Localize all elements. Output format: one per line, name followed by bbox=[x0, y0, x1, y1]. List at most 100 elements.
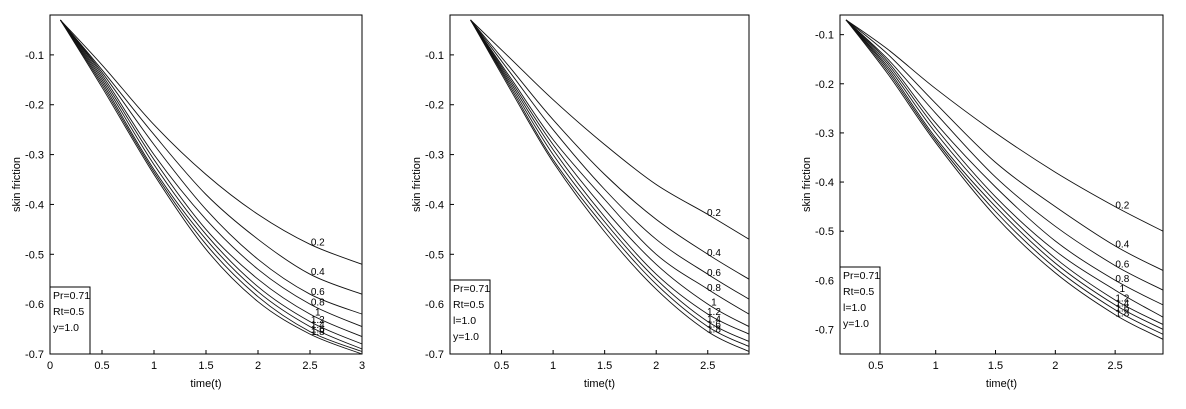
series-line-1.4 bbox=[845, 19, 1164, 330]
x-tick-label: 2.5 bbox=[700, 360, 715, 372]
series-label: 1.4 bbox=[311, 320, 325, 331]
series-line-1.8 bbox=[470, 19, 750, 352]
x-tick-label: 2 bbox=[1052, 360, 1058, 372]
x-tick-label: 0.5 bbox=[94, 360, 109, 372]
series-line-1.6 bbox=[470, 19, 750, 347]
series-label: 1.6 bbox=[1115, 303, 1129, 314]
y-tick-label: -0.1 bbox=[25, 50, 44, 62]
series-label: 1 bbox=[711, 298, 717, 309]
series-label: 0.4 bbox=[707, 248, 721, 259]
x-tick-label: 1 bbox=[550, 360, 556, 372]
series-label: 0.2 bbox=[1115, 200, 1129, 211]
legend-entry: Rt=0.5 bbox=[53, 306, 84, 318]
legend-entry: y=1.0 bbox=[843, 318, 869, 330]
y-tick-label: -0.3 bbox=[25, 150, 44, 162]
y-tick-label: -0.6 bbox=[25, 299, 44, 311]
series-label: 0.2 bbox=[707, 208, 721, 219]
x-tick-label: 0.5 bbox=[494, 360, 509, 372]
x-tick-label: 2 bbox=[255, 360, 261, 372]
x-tick-label: 1.5 bbox=[988, 360, 1003, 372]
series-line-0.8 bbox=[845, 19, 1164, 306]
legend-entry: Rt=0.5 bbox=[843, 286, 874, 298]
y-tick-label: -0.3 bbox=[815, 128, 834, 140]
y-tick-label: -0.5 bbox=[815, 226, 834, 238]
chart-panel-2: 0.5 1 1.5 2 2.5 -0.1 -0.2 -0.3 -0.4 -0.5 -0.6 -0.7 t… bbox=[411, 14, 750, 390]
y-tick-label: -0.7 bbox=[425, 349, 444, 361]
x-axis-label: time(t) bbox=[190, 378, 221, 390]
series-label: 1 bbox=[1120, 284, 1126, 295]
series-label: 1.8 bbox=[311, 327, 325, 338]
series-label: 0.6 bbox=[311, 287, 325, 298]
y-tick-label: -0.7 bbox=[25, 349, 44, 361]
series-label: 1.2 bbox=[311, 315, 325, 326]
series-line-0.4 bbox=[60, 19, 363, 295]
legend-box bbox=[839, 266, 881, 355]
legend-entry: Pr=0.71 bbox=[453, 283, 490, 295]
y-tick-label: -0.3 bbox=[425, 150, 444, 162]
series-line-1 bbox=[470, 19, 750, 327]
series-label: 1.4 bbox=[1115, 299, 1129, 310]
series-line-0.6 bbox=[845, 19, 1164, 291]
series-line-1.6 bbox=[60, 19, 363, 352]
series-label: 0.2 bbox=[311, 237, 325, 248]
series-label: 1.6 bbox=[311, 325, 325, 336]
y-axis-label: skin friction bbox=[411, 157, 423, 212]
series-line-1.2 bbox=[470, 19, 750, 335]
series-line-0.6 bbox=[470, 19, 750, 300]
series-label: 1 bbox=[315, 307, 321, 318]
series-line-0.4 bbox=[470, 19, 750, 280]
y-tick-label: -0.7 bbox=[815, 324, 834, 336]
y-axis-label: skin friction bbox=[801, 157, 813, 212]
series-line-0.2 bbox=[845, 19, 1164, 232]
legend-entry: y=1.0 bbox=[53, 322, 79, 334]
legend-entry: y=1.0 bbox=[453, 331, 479, 343]
series-label: 0.4 bbox=[311, 267, 325, 278]
plot-frame bbox=[839, 14, 1164, 355]
y-tick-label: -0.4 bbox=[425, 199, 444, 211]
series-line-1.4 bbox=[60, 19, 363, 350]
y-tick-label: -0.5 bbox=[425, 249, 444, 261]
x-tick-label: 1.5 bbox=[597, 360, 612, 372]
series-label: 0.6 bbox=[1115, 259, 1129, 270]
series-line-0.8 bbox=[470, 19, 750, 315]
legend-entry: l=1.0 bbox=[843, 302, 866, 314]
y-tick-label: -0.4 bbox=[25, 199, 44, 211]
series-line-0.4 bbox=[845, 19, 1164, 271]
series-line-1.8 bbox=[60, 19, 363, 355]
x-tick-label: 2 bbox=[653, 360, 659, 372]
series-label: 0.4 bbox=[1115, 240, 1129, 251]
y-tick-label: -0.2 bbox=[815, 79, 834, 91]
series-label: 1.4 bbox=[707, 315, 721, 326]
series-line-0.8 bbox=[60, 19, 363, 328]
y-tick-label: -0.2 bbox=[25, 100, 44, 112]
series-label: 0.8 bbox=[707, 283, 721, 294]
plot-frame bbox=[449, 14, 750, 355]
series-label: 0.6 bbox=[707, 268, 721, 279]
x-tick-label: 3 bbox=[359, 360, 365, 372]
series-line-1.2 bbox=[845, 19, 1164, 325]
series-line-1.6 bbox=[845, 19, 1164, 335]
x-tick-label: 1 bbox=[933, 360, 939, 372]
y-tick-label: -0.1 bbox=[425, 50, 444, 62]
series-label: 0.8 bbox=[1115, 274, 1129, 285]
x-tick-label: 1.5 bbox=[198, 360, 213, 372]
y-axis-label: skin friction bbox=[11, 157, 23, 212]
series-label: 1.8 bbox=[1115, 308, 1129, 319]
series-label: 1.6 bbox=[707, 320, 721, 331]
series-line-1 bbox=[845, 19, 1164, 318]
series-label: 1.8 bbox=[707, 325, 721, 336]
series-label: 1.2 bbox=[707, 307, 721, 318]
x-tick-label: 2.5 bbox=[1107, 360, 1122, 372]
series-label: 0.8 bbox=[311, 298, 325, 309]
x-tick-label: 0.5 bbox=[868, 360, 883, 372]
legend-box bbox=[449, 279, 491, 355]
chart-panel-3: 0.5 1 1.5 2 2.5 -0.1 -0.2 -0.3 -0.4 -0.5 -0.6 -0.7 t… bbox=[801, 14, 1164, 390]
series-line-1.2 bbox=[60, 19, 363, 345]
legend-entry: Pr=0.71 bbox=[843, 270, 880, 282]
y-tick-label: -0.6 bbox=[815, 275, 834, 287]
x-axis-label: time(t) bbox=[986, 378, 1017, 390]
series-line-1.4 bbox=[470, 19, 750, 342]
y-tick-label: -0.5 bbox=[25, 249, 44, 261]
x-tick-label: 1 bbox=[151, 360, 157, 372]
series-line-0.2 bbox=[60, 19, 363, 265]
